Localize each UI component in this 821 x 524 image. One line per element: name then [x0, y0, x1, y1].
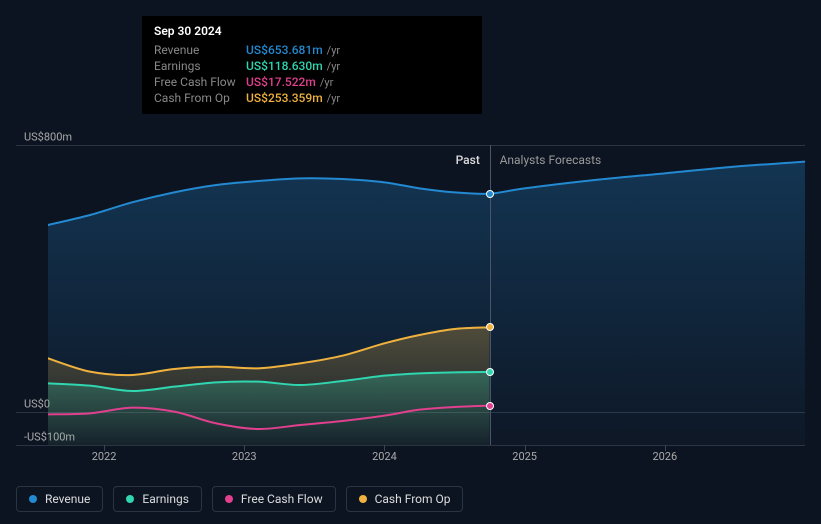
tooltip-row-unit: /yr [327, 60, 340, 73]
tooltip-row-label: Free Cash Flow [154, 75, 246, 89]
x-axis-tick-label: 2026 [652, 450, 677, 463]
x-axis-tick-label: 2023 [232, 450, 257, 463]
legend-item-cash_from_op[interactable]: Cash From Op [346, 486, 464, 512]
series-marker [486, 323, 494, 331]
series-marker [486, 190, 494, 198]
legend-label: Earnings [142, 492, 189, 506]
x-axis-tick-label: 2022 [92, 450, 117, 463]
y-axis-label: US$800m [24, 131, 72, 144]
chart-area[interactable]: US$800mUS$0-US$100m PastAnalysts Forecas… [16, 125, 805, 445]
legend-dot [126, 495, 134, 503]
series-marker [486, 368, 494, 376]
y-axis-label: US$0 [24, 397, 50, 410]
tooltip-row-unit: /yr [320, 76, 333, 89]
tooltip-row-value: US$653.681m [246, 43, 323, 57]
x-axis-tick-label: 2024 [372, 450, 397, 463]
legend-item-revenue[interactable]: Revenue [16, 486, 103, 512]
forecast-label: Analysts Forecasts [500, 153, 602, 167]
chart-plot[interactable] [48, 145, 805, 445]
tooltip-row-value: US$17.522m [246, 75, 316, 89]
chart-legend: Revenue Earnings Free Cash Flow Cash From O… [16, 486, 463, 512]
tooltip-row: Free Cash FlowUS$17.522m/yr [154, 74, 470, 90]
tooltip-row: Cash From OpUS$253.359m/yr [154, 90, 470, 106]
legend-label: Revenue [45, 492, 90, 506]
chart-tooltip: Sep 30 2024 RevenueUS$653.681m/yrEarning… [142, 16, 482, 114]
series-marker [486, 402, 494, 410]
legend-label: Cash From Op [375, 492, 451, 506]
tooltip-row-value: US$118.630m [246, 59, 323, 73]
tooltip-row-label: Revenue [154, 43, 246, 57]
tooltip-row-unit: /yr [327, 92, 340, 105]
tooltip-row-value: US$253.359m [246, 91, 323, 105]
x-axis-tick-label: 2025 [512, 450, 537, 463]
tooltip-row: EarningsUS$118.630m/yr [154, 58, 470, 74]
tooltip-row-label: Earnings [154, 59, 246, 73]
past-label: Past [456, 153, 480, 167]
chart-container: Sep 30 2024 RevenueUS$653.681m/yrEarning… [0, 0, 821, 524]
tooltip-row-label: Cash From Op [154, 91, 246, 105]
legend-item-earnings[interactable]: Earnings [113, 486, 202, 512]
legend-dot [359, 495, 367, 503]
legend-item-fcf[interactable]: Free Cash Flow [212, 486, 336, 512]
gridline [16, 445, 805, 446]
tooltip-row-unit: /yr [327, 44, 340, 57]
legend-dot [29, 495, 37, 503]
legend-label: Free Cash Flow [241, 492, 323, 506]
legend-dot [225, 495, 233, 503]
tooltip-date: Sep 30 2024 [154, 24, 470, 38]
tooltip-row: RevenueUS$653.681m/yr [154, 42, 470, 58]
